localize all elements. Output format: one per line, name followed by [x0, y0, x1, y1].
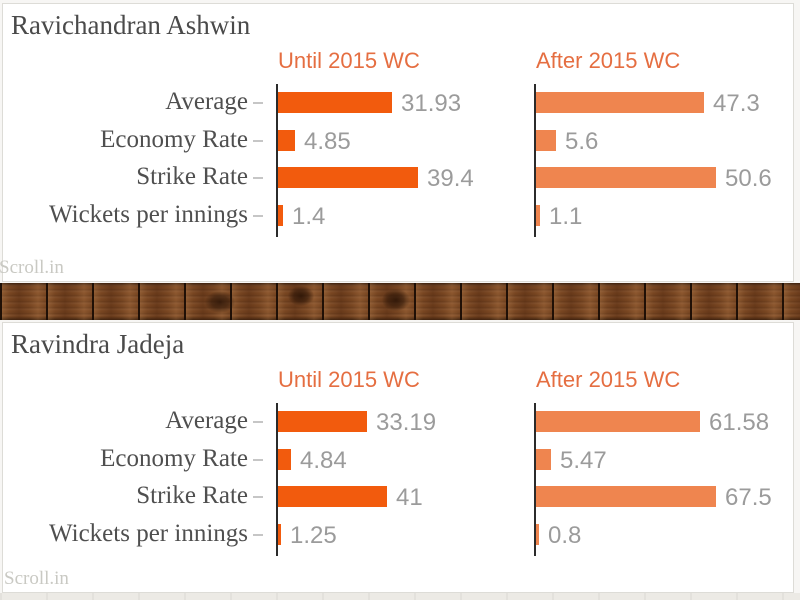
chart-area: Average Economy Rate Strike Rate Wickets pe… [3, 323, 793, 592]
value-label: 67.5 [725, 484, 772, 511]
value-label: 39.4 [427, 165, 474, 192]
category-label: Economy Rate [100, 125, 248, 153]
value-label: 31.93 [401, 90, 462, 117]
bar-until-2015-wc [278, 204, 283, 226]
value-label: 50.6 [725, 165, 772, 192]
series-header: Until 2015 WC [278, 367, 420, 392]
bar-until-2015-wc [278, 167, 418, 188]
category-label: Average [165, 88, 248, 115]
wood-knot [205, 291, 235, 313]
wood-texture-strip [0, 283, 800, 320]
scroll-in-watermark: Scroll.in [0, 257, 64, 278]
bottom-edge-strip [0, 593, 800, 600]
value-label: 41 [396, 484, 423, 511]
axis-tick [253, 177, 263, 179]
axis-tick [253, 496, 263, 498]
value-label: 5.47 [560, 446, 607, 474]
value-label: 4.84 [300, 446, 347, 474]
bar-after-2015-wc [536, 129, 556, 151]
bar-after-2015-wc [536, 92, 704, 113]
category-label: Economy Rate [100, 444, 248, 472]
category-label: Strike Rate [136, 163, 248, 190]
axis-tick [253, 102, 263, 104]
value-label: 61.58 [709, 409, 770, 436]
category-label: Strike Rate [136, 482, 248, 509]
series-header: After 2015 WC [536, 367, 681, 392]
bar-after-2015-wc [536, 448, 551, 470]
value-label: 5.6 [565, 127, 599, 155]
axis-tick [253, 139, 263, 142]
axis-tick [253, 458, 263, 461]
value-label: 47.3 [713, 90, 760, 117]
bar-until-2015-wc [278, 411, 367, 432]
bar-after-2015-wc [536, 167, 716, 188]
value-label: 4.85 [304, 127, 351, 155]
value-label: 1.1 [549, 202, 583, 230]
chart-panel-jadeja: Ravindra Jadeja Average Economy Rate Strik… [2, 322, 794, 593]
value-label: 33.19 [376, 409, 437, 436]
axis-tick [253, 533, 263, 536]
axis-line [276, 84, 278, 237]
chart-area: Average Economy Rate Strike Rate Wickets pe… [3, 4, 793, 281]
chart-title: Ravindra Jadeja [11, 329, 185, 359]
bar-after-2015-wc [536, 486, 716, 507]
value-label: 0.8 [548, 521, 582, 549]
value-label: 1.4 [292, 202, 326, 230]
chart-panel-ashwin: Ravichandran Ashwin Average Economy Rate S… [0, 3, 794, 282]
bar-until-2015-wc [278, 129, 295, 151]
category-label: Wickets per innings [49, 200, 248, 228]
wood-knot [382, 289, 410, 311]
bar-after-2015-wc [536, 204, 540, 226]
value-label: 1.25 [290, 521, 337, 549]
bar-until-2015-wc [278, 92, 392, 113]
axis-line [276, 403, 278, 556]
series-header: Until 2015 WC [278, 48, 420, 73]
bar-until-2015-wc [278, 486, 387, 507]
bar-after-2015-wc [536, 411, 700, 432]
series-header: After 2015 WC [536, 48, 681, 73]
axis-tick [253, 214, 263, 217]
scroll-in-watermark: Scroll.in [4, 568, 69, 589]
category-label: Wickets per innings [49, 519, 248, 547]
axis-line [534, 84, 536, 237]
wood-knot [288, 286, 314, 306]
chart-title: Ravichandran Ashwin [11, 10, 251, 40]
bar-until-2015-wc [278, 523, 281, 545]
category-label: Average [165, 407, 248, 434]
bar-after-2015-wc [536, 523, 539, 545]
axis-line [534, 403, 536, 556]
axis-tick [253, 421, 263, 423]
bar-until-2015-wc [278, 448, 291, 470]
